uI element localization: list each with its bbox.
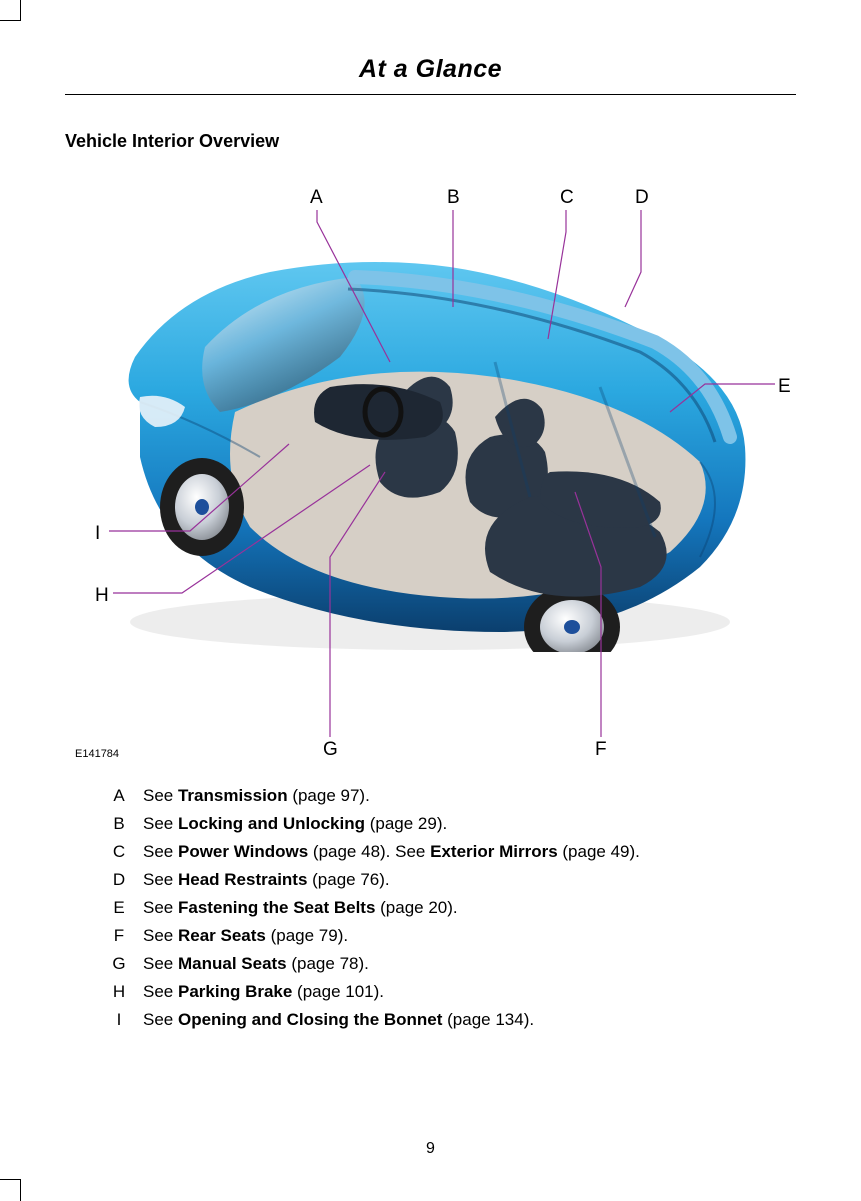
reference-letter: G — [95, 950, 143, 978]
reference-row: GSee Manual Seats (page 78). — [95, 950, 796, 978]
reference-row: ISee Opening and Closing the Bonnet (pag… — [95, 1006, 796, 1034]
reference-row: ASee Transmission (page 97). — [95, 782, 796, 810]
callout-label-b: B — [447, 187, 460, 209]
reference-text: See Power Windows (page 48). See Exterio… — [143, 838, 640, 866]
reference-text: See Fastening the Seat Belts (page 20). — [143, 894, 458, 922]
reference-letter: F — [95, 922, 143, 950]
callout-line-i — [109, 444, 289, 531]
reference-letter: H — [95, 978, 143, 1006]
callout-line-g — [330, 472, 385, 737]
reference-text: See Head Restraints (page 76). — [143, 866, 390, 894]
reference-text: See Rear Seats (page 79). — [143, 922, 348, 950]
reference-row: FSee Rear Seats (page 79). — [95, 922, 796, 950]
vehicle-diagram: E141784 ABCDEFGHI — [65, 172, 785, 762]
callout-lines — [65, 172, 795, 762]
reference-letter: A — [95, 782, 143, 810]
reference-text: See Manual Seats (page 78). — [143, 950, 369, 978]
reference-row: HSee Parking Brake (page 101). — [95, 978, 796, 1006]
callout-label-c: C — [560, 187, 574, 209]
callout-label-e: E — [778, 376, 791, 398]
reference-text: See Transmission (page 97). — [143, 782, 370, 810]
section-title: Vehicle Interior Overview — [65, 131, 796, 152]
callout-line-c — [548, 210, 566, 339]
reference-letter: B — [95, 810, 143, 838]
callout-label-h: H — [95, 585, 109, 607]
callout-line-h — [113, 465, 370, 593]
callout-label-a: A — [310, 187, 323, 209]
page-number: 9 — [0, 1140, 861, 1158]
reference-list: ASee Transmission (page 97).BSee Locking… — [95, 782, 796, 1034]
reference-text: See Parking Brake (page 101). — [143, 978, 384, 1006]
manual-page: At a Glance Vehicle Interior Overview — [0, 0, 861, 1200]
reference-letter: C — [95, 838, 143, 866]
reference-letter: D — [95, 866, 143, 894]
callout-label-g: G — [323, 739, 338, 761]
callout-line-f — [575, 492, 601, 737]
reference-row: DSee Head Restraints (page 76). — [95, 866, 796, 894]
image-reference-code: E141784 — [75, 748, 119, 760]
reference-row: BSee Locking and Unlocking (page 29). — [95, 810, 796, 838]
horizontal-rule — [65, 94, 796, 95]
reference-row: CSee Power Windows (page 48). See Exteri… — [95, 838, 796, 866]
chapter-title: At a Glance — [65, 55, 796, 84]
callout-label-i: I — [95, 523, 100, 545]
callout-line-a — [317, 210, 390, 362]
reference-letter: I — [95, 1006, 143, 1034]
callout-line-e — [670, 384, 775, 412]
reference-letter: E — [95, 894, 143, 922]
callout-label-f: F — [595, 739, 607, 761]
callout-label-d: D — [635, 187, 649, 209]
reference-row: ESee Fastening the Seat Belts (page 20). — [95, 894, 796, 922]
reference-text: See Locking and Unlocking (page 29). — [143, 810, 447, 838]
reference-text: See Opening and Closing the Bonnet (page… — [143, 1006, 534, 1034]
callout-line-d — [625, 210, 641, 307]
